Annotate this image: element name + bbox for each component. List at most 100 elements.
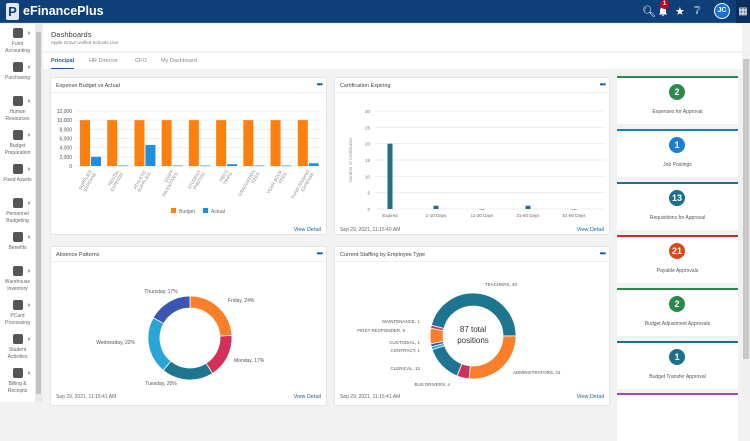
bar-actual[interactable] — [227, 164, 238, 166]
absence-chart: Friday, 24% Monday, 17% Tuesday, 20% Wednes… — [96, 289, 265, 387]
kpi-card[interactable]: 21 Payable Approvals — [617, 235, 738, 283]
more-icon[interactable]: ••• — [316, 249, 323, 258]
bar[interactable] — [571, 209, 577, 210]
bar[interactable] — [433, 205, 439, 209]
bar-actual[interactable] — [199, 165, 210, 167]
kpi-card[interactable]: 1 Job Postings — [617, 129, 738, 177]
bell-icon[interactable] — [658, 6, 668, 17]
more-icon[interactable]: ••• — [316, 80, 323, 89]
sidebar-item-budget-preparation[interactable]: Budget Preparation — [0, 130, 35, 157]
app-name: eFinancePlus — [23, 4, 104, 18]
sidebar-item-billing-receipts[interactable]: Billing & Receipts — [0, 368, 35, 395]
sidebar-scrollbar[interactable] — [35, 24, 42, 402]
slice-label: Wednesday, 22% — [96, 340, 135, 346]
slice-maintenance[interactable] — [430, 324, 445, 332]
receipt-icon — [12, 368, 23, 378]
sidebar-item-label: Purchasing — [4, 75, 30, 81]
bar-budget[interactable] — [107, 120, 118, 166]
tab-cfo[interactable]: CFO — [135, 58, 147, 64]
center-label: positions — [457, 336, 489, 345]
slice-thursday[interactable] — [152, 295, 191, 325]
bar-actual[interactable] — [145, 144, 156, 166]
kpi-count: 13 — [669, 190, 685, 206]
y-tick-label: 4,000 — [59, 146, 72, 152]
bar-budget[interactable] — [297, 120, 308, 166]
slice-label: TEACHERS, 40 — [485, 282, 518, 287]
slice-tuesday[interactable] — [162, 360, 214, 381]
kpi-card-partial[interactable] — [617, 393, 738, 441]
slice-friday[interactable] — [189, 295, 233, 337]
bar-budget[interactable] — [80, 120, 90, 166]
view-detail-link[interactable]: View Detail — [293, 394, 321, 400]
chevron-right-icon — [28, 133, 32, 137]
slice-wednesday[interactable] — [147, 317, 172, 371]
legend-label[interactable]: Actual — [211, 209, 225, 215]
bar-actual[interactable] — [118, 165, 129, 167]
bar-actual[interactable] — [281, 165, 292, 167]
bar-actual[interactable] — [308, 163, 319, 166]
view-detail-link[interactable]: View Detail — [293, 227, 321, 233]
more-icon[interactable]: ••• — [599, 249, 606, 258]
kpi-label: Budget Transfer Approval — [649, 374, 706, 380]
star-icon[interactable]: ★ — [675, 6, 685, 18]
sidebar-item-student-activities[interactable]: Student Activities — [0, 334, 35, 361]
sidebar-item-fund-accounting[interactable]: Fund Accounting — [0, 28, 35, 55]
tab-hr-director[interactable]: HR Director — [89, 58, 118, 64]
x-tick-label: ATHLETICSUPPLIES — [132, 168, 152, 193]
slice-clerical[interactable] — [431, 345, 463, 377]
x-tick-label: 31-60 Days — [516, 213, 540, 218]
bar[interactable] — [479, 209, 485, 210]
slice-label: CUSTODIAL, 1 — [389, 340, 420, 345]
y-tick-label: 25 — [365, 125, 371, 130]
y-tick-label: 12,000 — [57, 109, 73, 115]
sidebar-item-fixed-assets[interactable]: Fixed Assets — [0, 164, 35, 184]
bar-budget[interactable] — [161, 120, 172, 166]
bar-budget[interactable] — [243, 120, 254, 166]
sidebar-item-human-resources[interactable]: Human Resources — [0, 96, 35, 123]
sidebar-item-pcard-processing[interactable]: PCard Processing — [0, 300, 35, 327]
slice-label: ADMINISTRATORS, 23 — [513, 370, 561, 375]
legend-label[interactable]: Budget — [179, 209, 195, 215]
kpi-card[interactable]: 13 Requisitions for Approval — [617, 182, 738, 230]
kpi-card[interactable]: 1 Budget Transfer Approval — [617, 341, 738, 389]
tab-my-dashboard[interactable]: My Dashboard — [161, 58, 197, 64]
sidebar-item-purchasing[interactable]: Purchasing — [0, 62, 35, 82]
expense-card: Expense Budget vs Actual ••• 0 2,000 4,000… — [50, 77, 327, 235]
bar-budget[interactable] — [188, 120, 199, 166]
kpi-card[interactable]: 2 Expenses for Approval — [617, 76, 738, 124]
sidebar-item-personnel-budgeting[interactable]: Personnel Budgeting — [0, 198, 35, 225]
kpi-card[interactable]: 2 Budget Adjustment Approvals — [617, 288, 738, 336]
help-icon[interactable]: ❔︎ — [694, 5, 701, 17]
more-icon[interactable]: ••• — [599, 80, 606, 89]
y-tick-label: 2,000 — [59, 155, 72, 161]
grid-icon[interactable]: ▦ — [736, 0, 750, 23]
bar[interactable] — [387, 143, 393, 209]
user-avatar[interactable]: JC — [714, 3, 730, 19]
view-detail-link[interactable]: View Detail — [576, 227, 604, 233]
bar-actual[interactable] — [172, 165, 183, 167]
tab-principal[interactable]: Principal — [51, 58, 75, 69]
slice-label: Monday, 17% — [234, 358, 265, 364]
bar-actual[interactable] — [91, 156, 101, 166]
sidebar-item-warehouse-inventory[interactable]: Warehouse Inventory — [0, 266, 35, 293]
search-icon[interactable]: 🔍︎ — [642, 6, 656, 18]
kpi-label: Budget Adjustment Approvals — [644, 321, 711, 327]
slice-monday[interactable] — [205, 334, 233, 375]
bar-budget[interactable] — [216, 120, 227, 166]
sidebar-item-label: Budget Preparation — [4, 143, 31, 156]
desk-icon — [12, 164, 23, 174]
view-detail-link[interactable]: View Detail — [576, 394, 604, 400]
page-scrollbar[interactable] — [742, 51, 750, 402]
bar-actual[interactable] — [254, 165, 265, 167]
x-tick-label: 1-10 Days — [426, 213, 447, 218]
bar-budget[interactable] — [134, 120, 145, 166]
center-label: 87 total — [460, 325, 486, 334]
card-title: Certification Expiring — [340, 83, 391, 89]
chevron-right-icon — [28, 371, 32, 375]
bar-budget[interactable] — [270, 120, 281, 166]
kpi-count: 21 — [669, 243, 685, 259]
card-icon — [12, 62, 23, 72]
bar[interactable] — [525, 205, 531, 209]
kpi-count: 2 — [669, 296, 685, 312]
sidebar-item-benefits[interactable]: Benefits — [0, 232, 35, 252]
